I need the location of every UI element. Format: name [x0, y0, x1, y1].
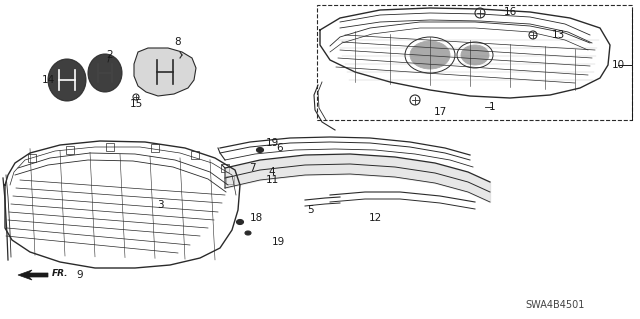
Text: 12: 12	[369, 213, 381, 223]
Text: SWA4B4501: SWA4B4501	[525, 300, 585, 310]
Text: 19: 19	[271, 237, 285, 247]
Text: 8: 8	[175, 37, 181, 47]
Ellipse shape	[410, 41, 450, 69]
Text: 4: 4	[269, 167, 275, 177]
Bar	[191, 151, 199, 159]
Text: 11: 11	[266, 175, 278, 185]
Text: 10: 10	[611, 60, 625, 70]
Text: FR.: FR.	[52, 270, 68, 278]
Bar	[151, 144, 159, 152]
Bar	[221, 164, 229, 172]
Polygon shape	[134, 48, 196, 96]
Text: 15: 15	[129, 99, 143, 109]
Text: 9: 9	[77, 270, 83, 280]
Bar	[317, 5, 632, 120]
Ellipse shape	[245, 231, 251, 235]
Ellipse shape	[237, 219, 243, 225]
Text: 16: 16	[504, 7, 516, 17]
Text: 7: 7	[249, 163, 255, 173]
Bar	[28, 154, 36, 162]
Text: 3: 3	[157, 200, 163, 210]
Ellipse shape	[88, 54, 122, 92]
Bar	[226, 176, 234, 184]
Polygon shape	[18, 270, 48, 280]
Bar	[66, 146, 74, 154]
Text: 6: 6	[276, 143, 284, 153]
Text: 5: 5	[307, 205, 314, 215]
Text: 14: 14	[42, 75, 54, 85]
Text: 17: 17	[433, 107, 447, 117]
Text: 1: 1	[489, 102, 495, 112]
Ellipse shape	[461, 45, 489, 65]
Ellipse shape	[257, 147, 264, 152]
Text: 2: 2	[107, 50, 113, 60]
Bar	[106, 143, 114, 151]
Text: 18: 18	[250, 213, 262, 223]
Text: 13: 13	[552, 30, 564, 40]
Ellipse shape	[48, 59, 86, 101]
Text: 19: 19	[266, 138, 278, 148]
